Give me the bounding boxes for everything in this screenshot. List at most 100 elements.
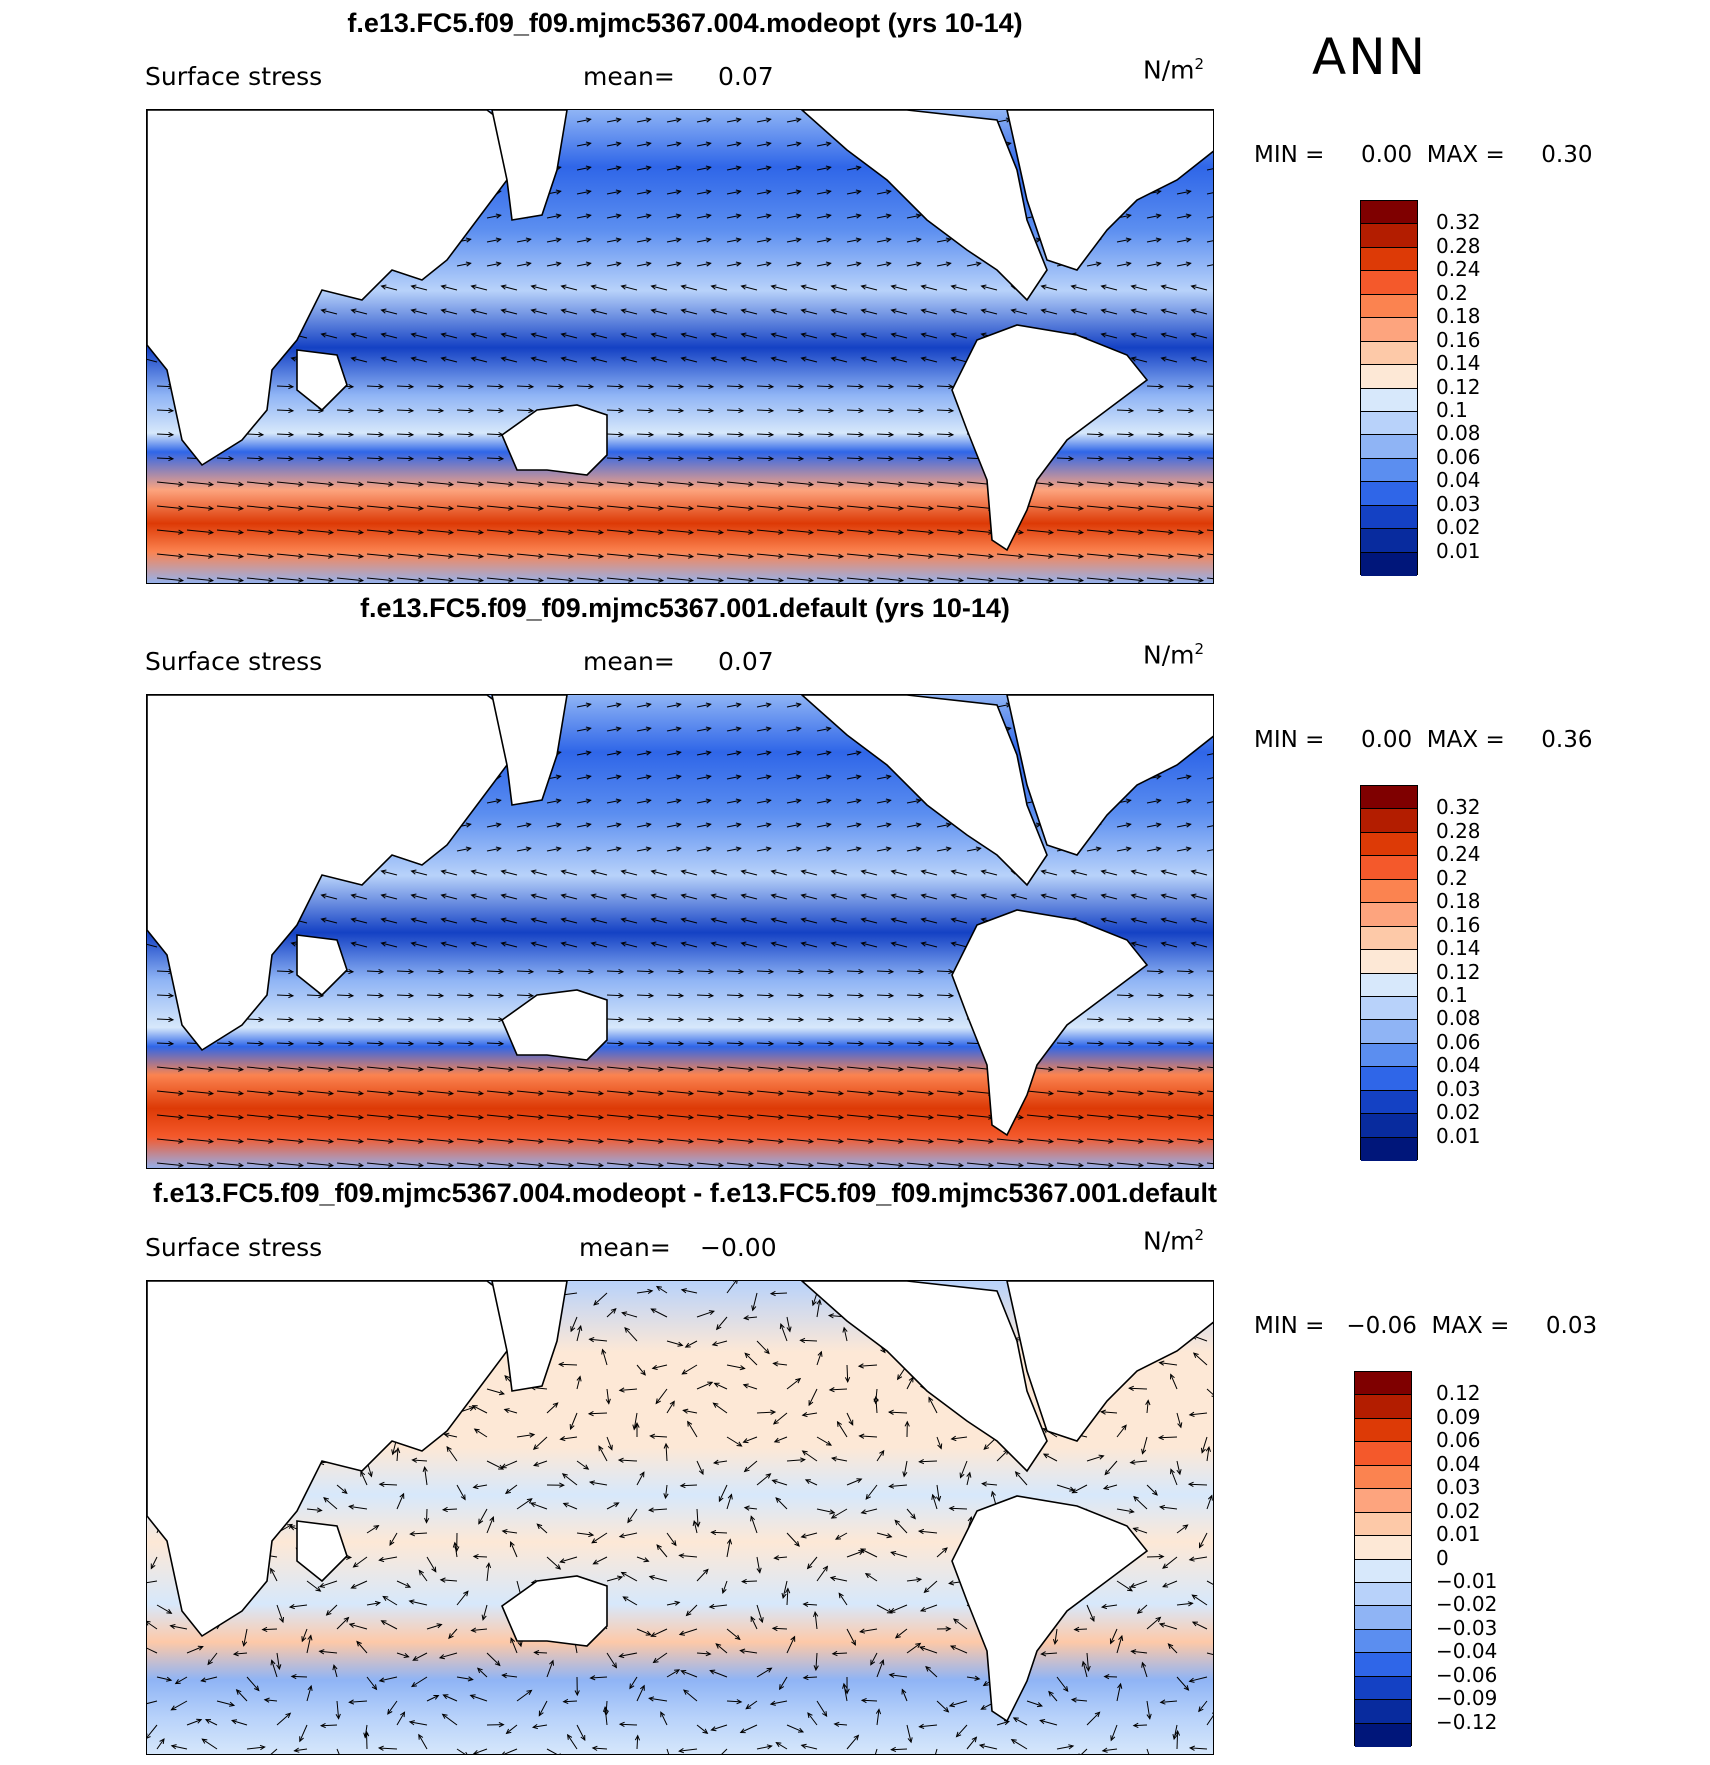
wind-vector-head [559, 1482, 565, 1488]
wind-vector [906, 970, 924, 973]
wind-vector-head [178, 1066, 185, 1072]
wind-vector [1086, 1604, 1095, 1622]
wind-vector-head [1158, 1504, 1166, 1511]
wind-vector-head [735, 822, 742, 828]
wind-vector-head [615, 798, 622, 804]
wind-vector-head [838, 577, 845, 583]
wind-vector [501, 357, 518, 363]
wind-vector [501, 918, 518, 924]
wind-vector [1129, 1387, 1148, 1390]
wind-vector [1146, 1556, 1164, 1558]
wind-vector-head [770, 1409, 777, 1415]
wind-vector-head [808, 481, 815, 487]
wind-vector-head [1138, 1162, 1145, 1168]
wind-vector-head [150, 1563, 156, 1570]
wind-vector [276, 1162, 303, 1167]
wind-vector-head [380, 1620, 387, 1626]
wind-vector-head [778, 1684, 785, 1691]
wind-vector-head [558, 968, 565, 975]
wind-vector [906, 433, 924, 436]
wind-vector [831, 918, 848, 924]
wind-vector-head [948, 1702, 955, 1708]
wind-vector-head [298, 1066, 305, 1072]
wind-vector [306, 505, 333, 510]
wind-vector-head [708, 431, 715, 438]
wind-vector-head [645, 237, 652, 243]
wind-vector-head [238, 1162, 245, 1168]
wind-vector-head [800, 284, 807, 290]
wind-vector [276, 970, 294, 973]
wind-vector-head [1098, 455, 1105, 462]
wind-vector [666, 1066, 693, 1071]
wind-vector [1086, 1652, 1089, 1671]
wind-vector-head [590, 941, 597, 947]
wind-vector [876, 214, 891, 219]
wind-vector-head [238, 1066, 245, 1072]
wind-vector [801, 1744, 818, 1750]
wind-vector-head [786, 1326, 792, 1333]
wind-vector [846, 1138, 873, 1143]
wind-vector [786, 1378, 801, 1390]
wind-vector [741, 333, 758, 339]
colorbar-tick-label: −0.02 [1436, 1592, 1498, 1617]
panel-2-min-max: MIN = 0.00 MAX = 0.36 [1254, 727, 1593, 753]
wind-vector [454, 1542, 458, 1558]
wind-vector [805, 1479, 818, 1486]
wind-vector [861, 1508, 878, 1514]
wind-vector [561, 357, 578, 363]
wind-vector-head [448, 1090, 455, 1096]
wind-vector [696, 1652, 711, 1655]
wind-vector [801, 918, 818, 924]
wind-vector [486, 457, 504, 460]
wind-vector-head [448, 1066, 455, 1072]
wind-vector-head [350, 332, 357, 338]
wind-vector [891, 333, 908, 339]
wind-vector-head [910, 1513, 916, 1520]
wind-vector-head [1048, 553, 1055, 559]
wind-vector [1191, 285, 1208, 291]
wind-vector-head [555, 213, 562, 219]
wind-vector-head [830, 893, 837, 899]
wind-vector [1160, 1506, 1178, 1510]
wind-vector-head [988, 1162, 995, 1168]
wind-vector-head [648, 407, 655, 414]
wind-vector-head [800, 917, 807, 923]
wind-vector-head [500, 284, 507, 290]
wind-vector [981, 309, 998, 315]
wind-vector-head [147, 1733, 151, 1739]
wind-vector [1026, 1138, 1053, 1143]
wind-vector [486, 994, 504, 997]
wind-vector [623, 1596, 638, 1606]
wind-vector-head [795, 846, 802, 852]
wind-vector [1159, 1362, 1178, 1366]
wind-vector [861, 333, 878, 339]
wind-vector [696, 481, 723, 486]
wind-vector-head [828, 455, 835, 462]
wind-vector [591, 942, 608, 948]
wind-vector [576, 577, 603, 582]
wind-vector [696, 994, 714, 997]
wind-vector-head [735, 702, 742, 708]
wind-vector [711, 309, 728, 315]
wind-vector-head [1078, 529, 1085, 535]
wind-vector-head [663, 1493, 669, 1500]
wind-vector [576, 238, 591, 243]
wind-vector-head [585, 822, 592, 828]
wind-vector [772, 1627, 788, 1630]
wind-vector-head [629, 1683, 635, 1690]
wind-vector [546, 823, 561, 828]
wind-vector [486, 262, 501, 267]
wind-vector [936, 385, 954, 388]
wind-vector-head [1070, 1697, 1077, 1703]
wind-vector-head [718, 1138, 725, 1144]
wind-vector [786, 1162, 813, 1167]
wind-vector [576, 142, 591, 147]
wind-vector-head [628, 529, 635, 535]
wind-vector-head [358, 481, 365, 487]
wind-vector [816, 481, 843, 486]
wind-vector-head [738, 431, 745, 438]
wind-vector-head [418, 1090, 425, 1096]
wind-vector-head [500, 356, 507, 362]
wind-vector [606, 142, 621, 147]
wind-vector [786, 553, 813, 558]
